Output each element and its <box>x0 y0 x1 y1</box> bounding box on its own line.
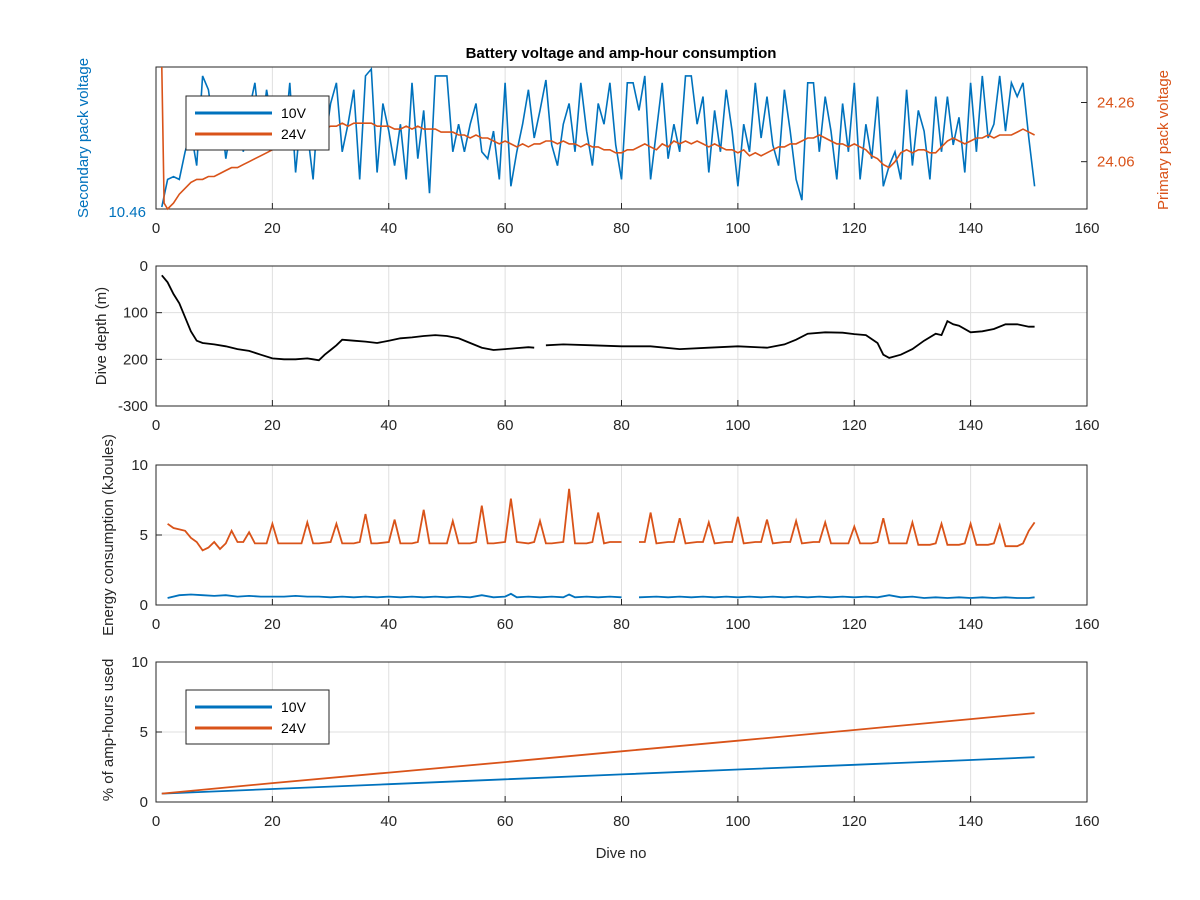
series-24V-line <box>161 712 1035 795</box>
x-tick-label: 120 <box>842 616 867 633</box>
y-left-tick-label: 10.46 <box>108 204 146 221</box>
depth-line-segment-2 <box>545 319 1035 359</box>
legend-box <box>185 95 330 151</box>
x-tick-label: 100 <box>725 813 750 830</box>
legend-box <box>185 689 330 745</box>
dive-depth-panel: 0 20 40 60 80 100 120 140 160 0 100 200 -300 <box>118 258 1100 434</box>
x-tick-label: 80 <box>613 220 630 237</box>
y-right-tick-label: 24.26 <box>1097 95 1135 112</box>
legend-label-24V: 24V <box>281 720 307 736</box>
y-right-tick-label: 24.06 <box>1097 154 1135 171</box>
ylabel-dive-depth: Dive depth (m) <box>93 287 110 385</box>
y-tick-label: -300 <box>118 398 148 415</box>
x-tick-label: 0 <box>152 220 160 237</box>
x-tick-label: 120 <box>842 813 867 830</box>
series-24V-segment-1 <box>167 488 622 552</box>
y-tick-label: 0 <box>140 258 148 275</box>
x-tick-label: 20 <box>264 417 281 434</box>
ylabel-secondary-voltage: Secondary pack voltage <box>75 58 92 218</box>
x-tick-label: 100 <box>725 616 750 633</box>
ylabel-energy: Energy consumption (kJoules) <box>100 434 117 636</box>
x-tick-label: 60 <box>497 616 514 633</box>
legend-label-10V: 10V <box>281 105 307 121</box>
x-tick-label: 140 <box>958 616 983 633</box>
x-tick-label: 140 <box>958 417 983 434</box>
ylabel-amp-hours: % of amp-hours used <box>100 659 117 802</box>
y-tick-label: 5 <box>140 527 148 544</box>
x-tick-label: 160 <box>1074 417 1099 434</box>
x-tick-label: 0 <box>152 616 160 633</box>
energy-panel: 0 20 40 60 80 100 120 140 160 0 5 10 <box>131 457 1099 633</box>
amp-hours-panel: 0 20 40 60 80 100 120 140 160 0 5 10 10V 24V <box>131 654 1099 830</box>
voltage-panel: 0 20 40 60 80 100 120 140 160 10.46 24.06 24.26 10V 2… <box>108 66 1135 237</box>
x-tick-label: 60 <box>497 813 514 830</box>
x-tick-label: 140 <box>958 220 983 237</box>
x-tick-label: 40 <box>380 813 397 830</box>
x-tick-label: 80 <box>613 417 630 434</box>
series-10V-segment-2 <box>638 594 1035 599</box>
x-tick-label: 100 <box>725 220 750 237</box>
x-tick-label: 60 <box>497 417 514 434</box>
x-tick-label: 100 <box>725 417 750 434</box>
y-tick-label: 10 <box>131 654 148 671</box>
series-24V-segment-2 <box>639 512 1036 548</box>
x-tick-label: 60 <box>497 220 514 237</box>
x-tick-label: 120 <box>842 417 867 434</box>
x-tick-label: 0 <box>152 813 160 830</box>
x-tick-label: 20 <box>264 813 281 830</box>
xlabel-dive-no: Dive no <box>596 845 647 862</box>
x-tick-label: 160 <box>1074 220 1099 237</box>
y-tick-label: 0 <box>140 597 148 614</box>
x-tick-label: 160 <box>1074 813 1099 830</box>
depth-line-segment-1 <box>161 274 535 362</box>
y-tick-label: 200 <box>123 351 148 368</box>
x-tick-label: 40 <box>380 616 397 633</box>
x-tick-label: 80 <box>613 616 630 633</box>
series-10V-segment-1 <box>167 592 622 599</box>
ylabel-primary-voltage: Primary pack voltage <box>1155 70 1172 210</box>
x-tick-label: 20 <box>264 616 281 633</box>
x-tick-label: 160 <box>1074 616 1099 633</box>
x-tick-label: 20 <box>264 220 281 237</box>
y-tick-label: 0 <box>140 794 148 811</box>
y-tick-label: 5 <box>140 724 148 741</box>
series-10V-line <box>161 756 1035 795</box>
x-tick-label: 80 <box>613 813 630 830</box>
legend-label-24V: 24V <box>281 126 307 142</box>
x-tick-label: 0 <box>152 417 160 434</box>
y-tick-label: 10 <box>131 457 148 474</box>
x-tick-label: 140 <box>958 813 983 830</box>
legend-label-10V: 10V <box>281 699 307 715</box>
x-tick-label: 120 <box>842 220 867 237</box>
y-tick-label: 100 <box>123 305 148 322</box>
x-tick-label: 40 <box>380 417 397 434</box>
x-tick-label: 40 <box>380 220 397 237</box>
chart-title: Battery voltage and amp-hour consumption <box>466 45 777 62</box>
